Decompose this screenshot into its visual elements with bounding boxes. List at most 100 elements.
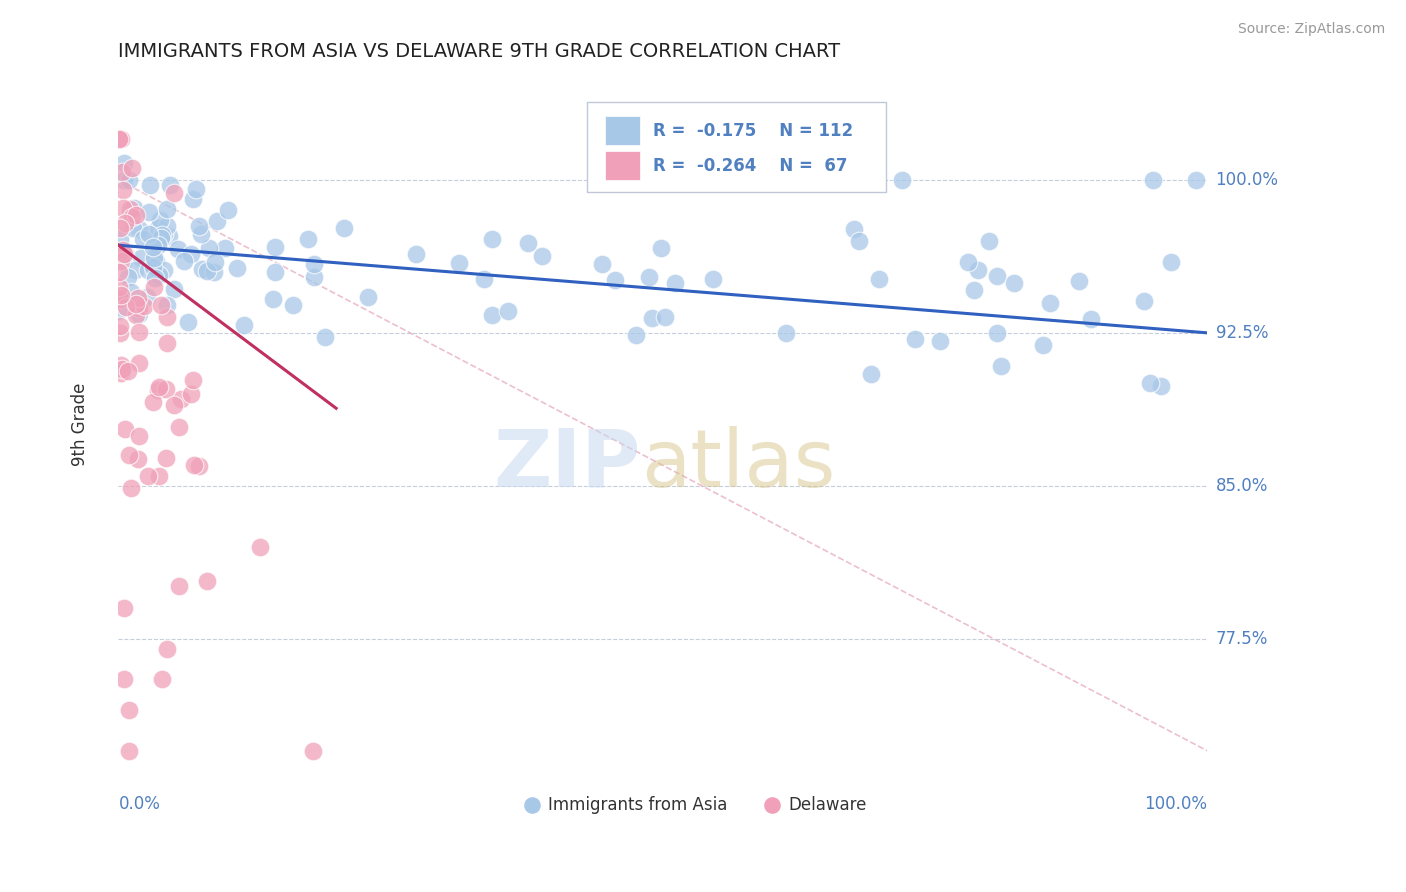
Point xyxy=(128,326,150,340)
Point xyxy=(107,304,129,318)
Point xyxy=(177,315,200,329)
Point xyxy=(148,212,170,227)
Point xyxy=(664,276,686,290)
Point xyxy=(128,301,150,315)
Point xyxy=(702,272,724,286)
Point xyxy=(128,429,150,443)
Point xyxy=(110,132,132,146)
Point xyxy=(156,219,179,233)
Point xyxy=(138,205,160,219)
Text: R =  -0.175    N = 112: R = -0.175 N = 112 xyxy=(652,121,853,140)
Point xyxy=(122,221,145,235)
Point xyxy=(112,247,135,261)
Point xyxy=(135,289,157,303)
Point xyxy=(112,673,135,687)
Point xyxy=(110,366,132,380)
Point xyxy=(110,288,132,302)
Point xyxy=(314,330,336,344)
Point xyxy=(956,254,979,268)
Point xyxy=(264,265,287,279)
Point xyxy=(979,234,1001,248)
Point xyxy=(481,308,503,322)
Text: Immigrants from Asia: Immigrants from Asia xyxy=(548,796,728,814)
Point xyxy=(143,280,166,294)
Point xyxy=(114,300,136,314)
Point xyxy=(125,297,148,311)
Text: 9th Grade: 9th Grade xyxy=(72,383,89,467)
Point xyxy=(128,222,150,236)
Point xyxy=(654,310,676,324)
Point xyxy=(891,173,914,187)
Point xyxy=(112,601,135,615)
Point xyxy=(966,262,988,277)
Point xyxy=(249,540,271,554)
Point xyxy=(148,268,170,282)
Point xyxy=(156,202,179,216)
Point xyxy=(149,231,172,245)
Point xyxy=(110,359,132,373)
Point xyxy=(650,241,672,255)
Point xyxy=(929,334,952,349)
Point xyxy=(304,269,326,284)
Point xyxy=(191,262,214,277)
Point xyxy=(990,359,1012,374)
Point xyxy=(152,262,174,277)
Point xyxy=(167,420,190,434)
Point xyxy=(120,481,142,495)
Point xyxy=(868,271,890,285)
Point xyxy=(1160,254,1182,268)
Point xyxy=(108,319,131,334)
Point xyxy=(125,208,148,222)
Point xyxy=(167,242,190,256)
Point xyxy=(233,318,256,333)
Point xyxy=(128,307,150,321)
Point xyxy=(1032,338,1054,352)
Point xyxy=(195,264,218,278)
Point xyxy=(156,336,179,351)
Text: IMMIGRANTS FROM ASIA VS DELAWARE 9TH GRADE CORRELATION CHART: IMMIGRANTS FROM ASIA VS DELAWARE 9TH GRA… xyxy=(118,42,841,62)
Point xyxy=(155,450,177,465)
Text: 0.0%: 0.0% xyxy=(118,795,160,813)
Point xyxy=(128,356,150,370)
Point xyxy=(180,247,202,261)
Point xyxy=(108,326,131,340)
Point xyxy=(146,220,169,235)
Text: 100.0%: 100.0% xyxy=(1144,795,1208,813)
Point xyxy=(1133,293,1156,308)
Point xyxy=(217,202,239,217)
Point xyxy=(214,241,236,255)
Point xyxy=(859,367,882,381)
Point xyxy=(150,673,173,687)
Point xyxy=(108,132,131,146)
Point xyxy=(1067,274,1090,288)
Point xyxy=(181,192,204,206)
Point xyxy=(143,271,166,285)
FancyBboxPatch shape xyxy=(586,102,886,193)
Point xyxy=(304,257,326,271)
Point xyxy=(111,165,134,179)
Point xyxy=(183,458,205,472)
Point xyxy=(481,232,503,246)
Text: 77.5%: 77.5% xyxy=(1216,630,1268,648)
Point xyxy=(108,232,131,246)
Point xyxy=(118,173,141,187)
Point xyxy=(264,240,287,254)
FancyBboxPatch shape xyxy=(605,117,640,145)
Point xyxy=(1150,379,1173,393)
Point xyxy=(591,256,613,270)
Text: atlas: atlas xyxy=(641,426,835,504)
Point xyxy=(1185,173,1208,187)
Point xyxy=(986,326,1008,341)
Point xyxy=(163,282,186,296)
Point xyxy=(146,238,169,252)
Point xyxy=(112,173,135,187)
Point xyxy=(173,253,195,268)
Text: Delaware: Delaware xyxy=(787,796,866,814)
Point xyxy=(405,247,427,261)
Point xyxy=(181,373,204,387)
Point xyxy=(120,202,142,216)
Point xyxy=(156,641,179,656)
Point xyxy=(357,290,380,304)
Point xyxy=(132,232,155,246)
Point xyxy=(142,260,165,275)
